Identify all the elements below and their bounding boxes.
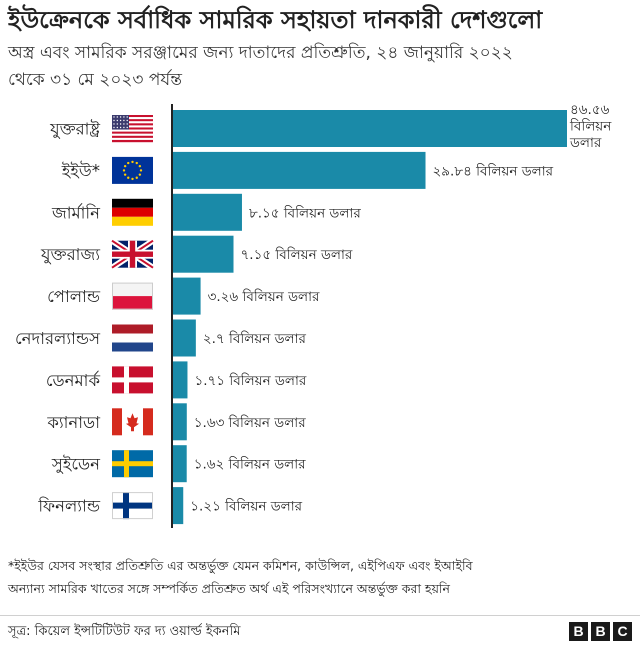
source-note: সূত্র: কিয়েল ইন্সটিটিউট ফর দ্য ওয়ার্ল্… xyxy=(8,624,241,639)
chart-subtitle: অস্ত্র এবং সামরিক সরঞ্জামের জন্য দাতাদের… xyxy=(8,40,628,94)
bar xyxy=(173,319,196,357)
bar xyxy=(173,445,187,483)
sweden-flag-icon xyxy=(112,450,153,478)
subtitle-line-2: থেকে ৩১ মে ২০২৩ পর্যন্ত xyxy=(8,70,182,90)
category-label: পোলান্ড xyxy=(47,287,101,306)
data-label: ২৯.৮৪ বিলিয়ন ডলার xyxy=(433,162,554,179)
data-label: ৮.১৫ বিলিয়ন ডলার xyxy=(249,204,361,221)
bar-chart: যুক্তরাষ্ট্র ৪৬.৫৬ বিলিয়ন ডলার ইইউ* ২৯.৮৪ বি… xyxy=(15,104,612,528)
bbc-logo-letter-b1: B xyxy=(569,622,588,641)
uk-flag-icon xyxy=(110,238,155,271)
denmark-flag-icon xyxy=(112,366,153,394)
eu-flag-icon xyxy=(112,156,153,184)
data-label: ১.২১ বিলিয়ন ডলার xyxy=(190,498,302,515)
bar xyxy=(173,403,187,441)
footnote-line-2: অন্যান্য সামরিক খাতের সঙ্গে সম্পর্কিত প্… xyxy=(8,581,450,596)
data-label: ৩.২৬ বিলিয়ন ডলার xyxy=(208,288,320,305)
category-label: যুক্তরাজ্য xyxy=(40,245,101,264)
data-label: ২.৭ বিলিয়ন ডলার xyxy=(203,330,307,347)
bar xyxy=(173,487,184,525)
data-label: ১.৬৩ বিলিয়ন ডলার xyxy=(194,414,306,431)
data-label: ৭.১৫ বিলিয়ন ডলার xyxy=(241,246,353,263)
bbc-logo: B B C xyxy=(569,622,632,641)
bbc-logo-letter-c: C xyxy=(613,622,632,641)
bar xyxy=(173,151,426,189)
category-label: ক্যানাডা xyxy=(46,413,101,432)
poland-flag-icon xyxy=(112,282,153,310)
bar xyxy=(173,277,201,315)
category-label: ডেনমার্ক xyxy=(46,370,102,390)
bar xyxy=(173,235,234,273)
finland-flag-icon xyxy=(112,492,153,520)
data-label: ১.৬২ বিলিয়ন ডলার xyxy=(194,456,306,473)
canada-flag-icon xyxy=(112,408,153,436)
bar xyxy=(173,361,188,399)
germany-flag-icon xyxy=(112,198,153,226)
data-label: ১.৭১ বিলিয়ন ডলার xyxy=(194,372,306,389)
chart-title: ইউক্রেনকে সর্বাধিক সামরিক সহায়তা দানকার… xyxy=(8,6,543,34)
netherlands-flag-icon xyxy=(112,324,153,352)
category-label: ইইউ* xyxy=(61,160,100,180)
bbc-logo-letter-b2: B xyxy=(591,622,610,641)
category-label: ফিনল্যান্ড xyxy=(37,496,100,516)
data-label: ৪৬.৫৬ বিলিয়ন ডলার xyxy=(569,104,612,151)
category-label: জার্মানি xyxy=(51,202,101,222)
footer-divider xyxy=(0,615,640,616)
bar xyxy=(173,193,242,231)
category-label: যুক্তরাষ্ট্র xyxy=(49,119,101,139)
category-label: সুইডেন xyxy=(51,455,101,474)
us-flag-icon xyxy=(112,115,153,143)
footnote-line-1: *ইইউর যেসব সংস্থার প্রতিশ্রুতি এর অন্তর্… xyxy=(8,558,473,573)
footnote: *ইইউর যেসব সংস্থার প্রতিশ্রুতি এর অন্তর্… xyxy=(8,554,630,600)
bar xyxy=(173,110,567,147)
subtitle-line-1: অস্ত্র এবং সামরিক সরঞ্জামের জন্য দাতাদের… xyxy=(8,43,513,63)
category-label: নেদারল্যান্ডস xyxy=(15,329,101,348)
